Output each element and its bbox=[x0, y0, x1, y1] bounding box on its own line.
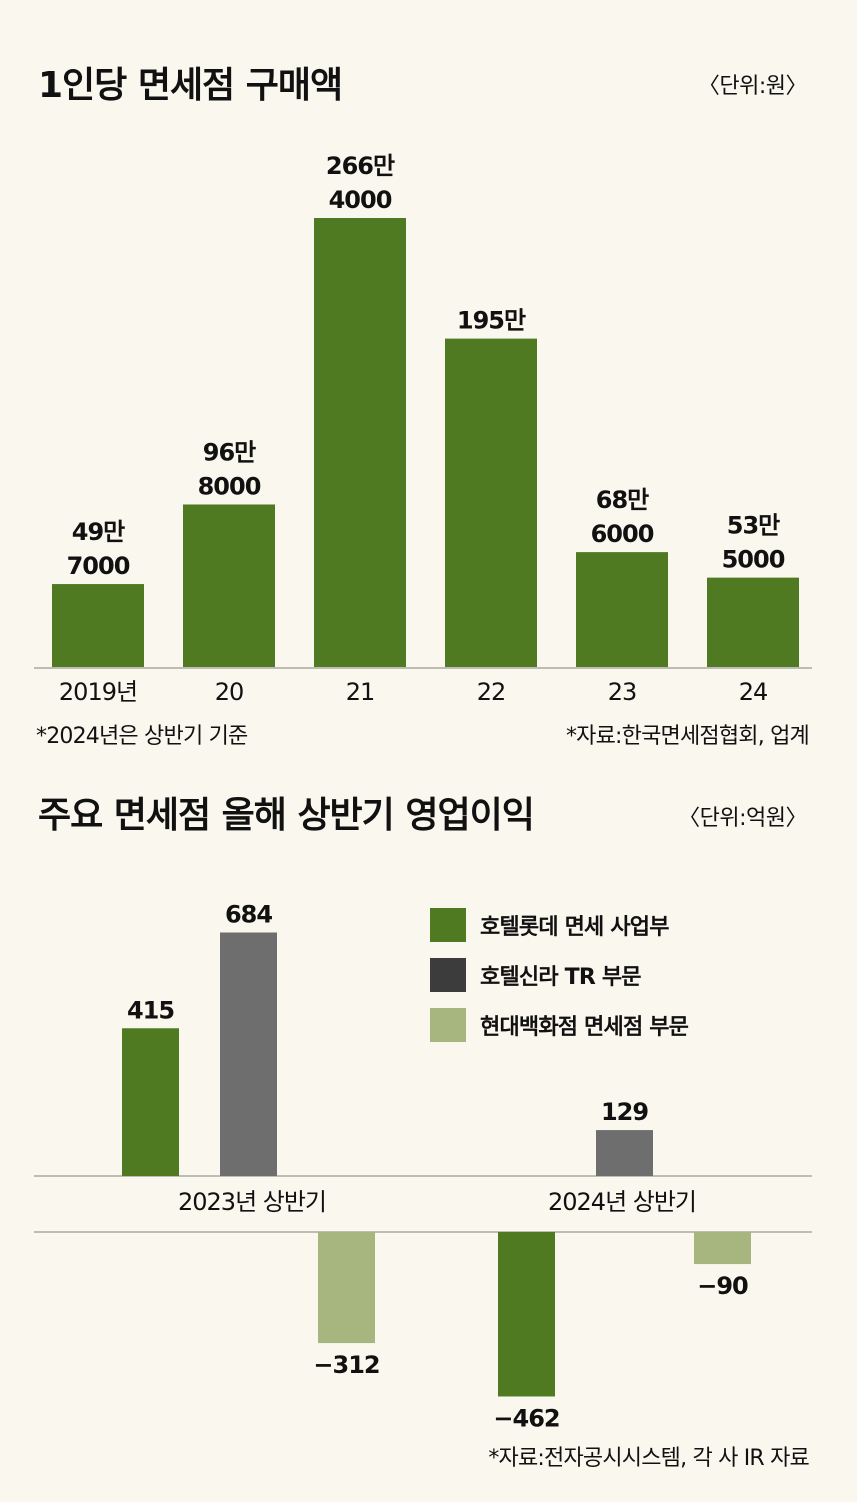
bar-value-label: 4000 bbox=[329, 186, 392, 214]
bar-5 bbox=[576, 552, 668, 668]
bar-value-label: 68만 bbox=[596, 486, 649, 514]
bar-1-2 bbox=[498, 1232, 555, 1397]
chart2-title: 주요 면세점 올해 상반기 영업이익 bbox=[38, 795, 535, 836]
bar-2 bbox=[183, 504, 275, 668]
chart1-note-basis: *2024년은 상반기 기준 bbox=[36, 724, 248, 749]
bar-value-label: 7000 bbox=[67, 552, 130, 580]
x-tick-label: 22 bbox=[477, 678, 506, 706]
bar-value-label: 129 bbox=[601, 1098, 648, 1126]
bar-value-label: 6000 bbox=[591, 520, 654, 548]
bar-2-1 bbox=[220, 932, 277, 1176]
legend-label: 현대백화점 면세점 부문 bbox=[480, 1015, 689, 1040]
legend-label: 호텔신라 TR 부문 bbox=[480, 965, 641, 990]
bar-4 bbox=[445, 338, 537, 668]
x-tick-label: 23 bbox=[608, 678, 637, 706]
bar-value-label: −312 bbox=[313, 1351, 379, 1379]
legend-swatch bbox=[430, 1008, 466, 1042]
bar-6 bbox=[707, 577, 799, 668]
legend-label: 호텔롯데 면세 사업부 bbox=[480, 915, 669, 940]
bar-value-label: 96만 bbox=[203, 438, 256, 466]
chart2-source-note: *자료:전자공시시스템, 각 사 IR 자료 bbox=[488, 1446, 809, 1471]
bar-2-2 bbox=[596, 1130, 653, 1176]
bar-value-label: −462 bbox=[493, 1404, 559, 1432]
legend-swatch bbox=[430, 908, 466, 942]
bar-value-label: 195만 bbox=[457, 307, 526, 335]
legend-swatch bbox=[430, 958, 466, 992]
x-tick-label: 2024년 상반기 bbox=[548, 1188, 696, 1216]
bar-3-1 bbox=[318, 1232, 375, 1344]
chart2-bar-chart: 415 −462 684 129 −312 −90 2023년 상반기 2024년 상반기 호텔… bbox=[34, 900, 812, 1432]
bar-value-label: 49만 bbox=[72, 518, 125, 546]
x-tick-label: 21 bbox=[346, 678, 375, 706]
chart1-title: 1인당 면세점 구매액 bbox=[38, 65, 343, 106]
bar-value-label: 8000 bbox=[198, 472, 261, 500]
x-tick-label: 2019년 bbox=[59, 678, 137, 706]
bar-value-label: 53만 bbox=[727, 512, 780, 540]
x-tick-label: 24 bbox=[739, 678, 768, 706]
bar-value-label: 266만 bbox=[326, 152, 395, 180]
chart1-source-note: *자료:한국면세점협회, 업계 bbox=[565, 724, 810, 749]
bar-1-1 bbox=[122, 1028, 179, 1176]
x-tick-label: 2023년 상반기 bbox=[178, 1188, 326, 1216]
bar-value-label: 5000 bbox=[722, 546, 785, 574]
bar-value-label: −90 bbox=[697, 1272, 748, 1300]
chart1-bar-chart: 49만 7000 2019년 96만 8000 20 266만 4000 21 195만 22 68만… bbox=[34, 152, 812, 706]
bar-3 bbox=[314, 218, 406, 668]
bar-value-label: 684 bbox=[225, 900, 272, 928]
x-tick-label: 20 bbox=[215, 678, 244, 706]
bar-3-2 bbox=[694, 1232, 751, 1265]
chart2-unit: 〈단위:억원〉 bbox=[678, 806, 807, 831]
chart1-unit: 〈단위:원〉 bbox=[697, 74, 808, 99]
bar-1 bbox=[52, 584, 144, 668]
bar-value-label: 415 bbox=[127, 996, 174, 1024]
